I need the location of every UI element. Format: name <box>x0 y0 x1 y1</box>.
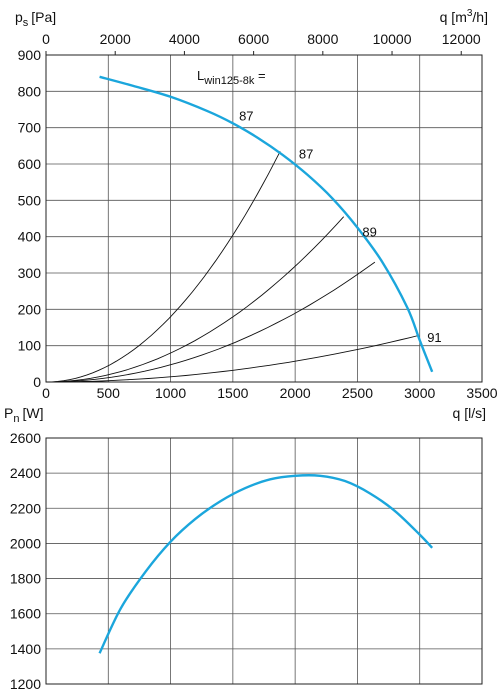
system-curve <box>45 261 376 383</box>
x2-tick-label: 12000 <box>442 31 481 47</box>
power-plot: 1200 1400 1600 1800 2000 2200 2400 2600 <box>10 430 483 690</box>
x2-tick-label: 2000 <box>100 31 131 47</box>
y-tick-label: 900 <box>18 47 42 63</box>
power-curve <box>98 474 434 654</box>
x-tick-label: 0 <box>42 385 50 401</box>
sound-level-annotation: Lwin125-8k = <box>197 68 266 87</box>
sound-level-label: 87 <box>299 147 313 162</box>
y-tick-label: 200 <box>18 301 42 317</box>
x-tick-label: 500 <box>97 385 121 401</box>
bottom-ylabel: Pn [W] <box>4 405 43 425</box>
x-tick-label: 2000 <box>280 385 311 401</box>
y-tick-label: 2400 <box>10 465 41 481</box>
y-tick-label: 300 <box>18 265 42 281</box>
y-tick-label: 100 <box>18 338 42 354</box>
x-tick-label: 3500 <box>466 385 497 401</box>
pressure-plot: 0 500 1000 1500 2000 2500 3000 3500 0 100 200 300 40… <box>18 31 498 401</box>
y-tick-label: 1400 <box>10 641 41 657</box>
sound-level-label: 89 <box>362 225 376 240</box>
y-tick-label: 2600 <box>10 430 41 446</box>
x2-tick-label: 6000 <box>238 31 269 47</box>
x-tick-label: 2500 <box>342 385 373 401</box>
plot-frame <box>45 54 483 383</box>
y-tick-label: 1200 <box>10 676 41 690</box>
plot-frame <box>45 437 483 685</box>
x2-tick-label: 0 <box>42 31 50 47</box>
system-curve <box>45 216 345 383</box>
system-curve <box>46 335 419 383</box>
y-tick-label: 700 <box>18 120 42 136</box>
top-xlabel: q [l/s] <box>453 405 486 421</box>
y-tick-label: 2000 <box>10 535 41 551</box>
x-tick-label: 1500 <box>217 385 248 401</box>
x2-tick-label: 8000 <box>307 31 338 47</box>
y-tick-label: 0 <box>33 374 41 390</box>
top-ylabel: ps [Pa] <box>15 9 56 29</box>
fan-pressure-curve <box>99 75 434 373</box>
y-tick-label: 600 <box>18 156 42 172</box>
y-tick-label: 2200 <box>10 500 41 516</box>
sound-level-label: 87 <box>239 108 253 123</box>
system-curve <box>45 151 281 383</box>
y-tick-label: 1600 <box>10 606 41 622</box>
y-tick-label: 1800 <box>10 571 41 587</box>
y-tick-label: 400 <box>18 229 42 245</box>
x2-tick-label: 4000 <box>169 31 200 47</box>
y-tick-label: 800 <box>18 83 42 99</box>
sound-level-label: 91 <box>427 330 441 345</box>
x2-tick-label: 10000 <box>373 31 412 47</box>
x-tick-label: 1000 <box>155 385 186 401</box>
x-tick-label: 3000 <box>404 385 435 401</box>
top-x2label: q [m3/h] <box>440 8 488 25</box>
y-tick-label: 500 <box>18 192 42 208</box>
